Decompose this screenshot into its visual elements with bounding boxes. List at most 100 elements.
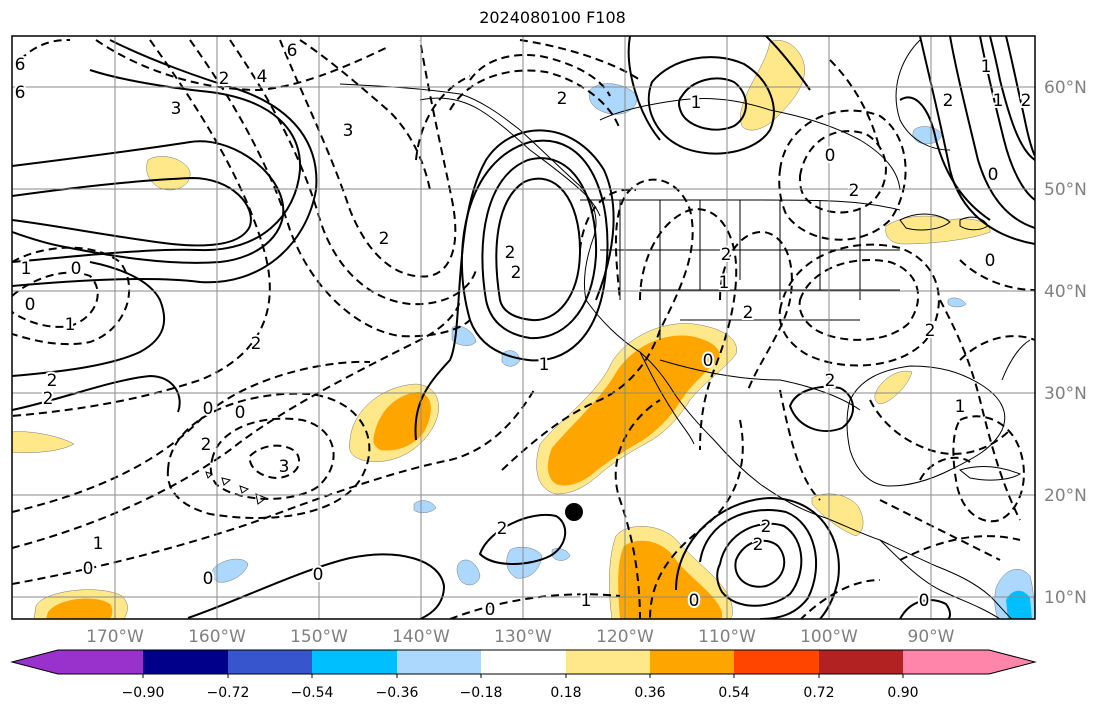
lon-label: 110°W [698, 627, 756, 647]
dashed-contour-line [899, 535, 1021, 561]
solid-contour-line [899, 599, 951, 619]
solid-contour-line [414, 129, 615, 441]
lat-label: 20°N [1044, 486, 1087, 506]
lat-label: 40°N [1044, 282, 1087, 302]
contour-value-label: 1 [993, 91, 1004, 111]
contour-value-label: 2 [497, 519, 508, 539]
graticule [12, 36, 1035, 619]
contour-value-label: 0 [703, 351, 714, 371]
alaska-coastline [419, 97, 601, 217]
colorbar-tick-label: −0.36 [376, 685, 419, 701]
hawaii-islands [205, 471, 268, 505]
solid-contour-line [478, 513, 566, 565]
negative-shade-lightblue [947, 297, 967, 308]
central-america-coastline [879, 539, 1001, 619]
solid-contour-line [12, 261, 166, 377]
colorbar-outline [10, 649, 1037, 675]
lon-label: 150°W [290, 627, 348, 647]
colorbar-tick-label: 0.90 [887, 685, 918, 701]
contour-value-label: 2 [43, 389, 54, 409]
contour-value-label: 2 [825, 371, 836, 391]
dashed-contour-line [649, 419, 744, 619]
solid-contour-line [734, 539, 786, 588]
contour-value-label: 0 [83, 559, 94, 579]
colorbar-tick-label: 0.18 [550, 685, 581, 701]
lat-label: 50°N [1044, 180, 1087, 200]
positive-shade-orange [46, 598, 113, 619]
solid-contour-line [949, 36, 1035, 229]
solid-contour-line [989, 36, 1035, 161]
lon-label: 140°W [392, 627, 450, 647]
dashed-contour-line [95, 39, 391, 92]
dashed-contour-line [209, 417, 335, 500]
contour-value-label: 0 [71, 259, 82, 279]
storm-position-marker [565, 503, 583, 521]
dashed-contour-line [959, 335, 1035, 361]
dashed-contour-line [778, 109, 907, 241]
dashed-contour-line [579, 188, 637, 251]
dashed-contour-line [12, 360, 371, 513]
solid-contour-line [481, 157, 598, 340]
dashed-contour-line [799, 579, 881, 619]
contour-value-label: 2 [849, 181, 860, 201]
dashed-contour-line [919, 456, 971, 481]
canada-coastline [599, 98, 901, 191]
lon-label: 130°W [494, 627, 552, 647]
dashed-contour-line [614, 399, 661, 619]
solid-contour-line [12, 69, 302, 263]
contour-value-label: 2 [505, 243, 516, 263]
colorbar-extend-min [12, 650, 58, 674]
contour-value-label: 3 [279, 457, 290, 477]
lat-label: 30°N [1044, 384, 1087, 404]
colorbar-segment [734, 650, 819, 674]
lat-label: 60°N [1044, 78, 1087, 98]
colorbar-segment [228, 650, 312, 674]
colorbar-tick-label: −0.72 [207, 685, 250, 701]
contour-value-label: 0 [985, 251, 996, 271]
contour-value-label: 2 [925, 321, 936, 341]
contour-value-label: 0 [203, 399, 214, 419]
colorbar-ticks: −0.90 −0.72 −0.54 −0.36 −0.18 0.18 0.36 … [122, 685, 919, 701]
dashed-contour-line [229, 39, 477, 306]
solid-contour-line [979, 36, 1035, 201]
contour-value-label: 6 [15, 83, 26, 103]
contour-value-label: 2 [251, 334, 262, 354]
colorbar-segment [312, 650, 397, 674]
map-title: 2024080100 F108 [479, 8, 626, 27]
contour-value-label: 0 [689, 591, 700, 611]
solid-contour-line [12, 374, 181, 413]
colorbar-segment [819, 650, 903, 674]
contour-value-label: 1 [719, 273, 730, 293]
us-mexico-border [659, 359, 861, 411]
solid-contour-line [788, 385, 854, 432]
us-border [580, 199, 901, 211]
positive-shade-orange [547, 335, 720, 486]
contour-value-label: 4 [257, 67, 268, 87]
contour-value-label: 2 [47, 371, 58, 391]
great-lakes [899, 213, 989, 231]
positive-shade-yellow [12, 431, 75, 453]
lon-label: 100°W [800, 627, 858, 647]
colorbar-tick-label: −0.54 [291, 685, 334, 701]
dashed-contour-line [279, 39, 457, 278]
lon-label: 90°W [908, 627, 955, 647]
baja-california-coastline [639, 351, 695, 445]
longitude-axis: 170°W 160°W 150°W 140°W 130°W 120°W 110°… [86, 627, 955, 647]
contour-value-label: 0 [203, 569, 214, 589]
contour-value-label: 2 [753, 535, 764, 555]
contour-value-label: 0 [235, 403, 246, 423]
negative-shade-lightblue [211, 558, 249, 583]
colorbar-segment [650, 650, 734, 674]
dashed-contour-line [12, 271, 99, 328]
solid-contour-line [187, 553, 446, 619]
positive-shade-yellow [885, 215, 991, 245]
dashed-contour-line [248, 444, 301, 480]
solid-contour-line [899, 96, 991, 221]
state-boundary [600, 200, 900, 340]
dashed-contour-line [19, 39, 71, 61]
solid-contour-line [675, 496, 840, 619]
solid-contour-line [460, 139, 609, 362]
contour-value-label: 1 [65, 315, 76, 335]
